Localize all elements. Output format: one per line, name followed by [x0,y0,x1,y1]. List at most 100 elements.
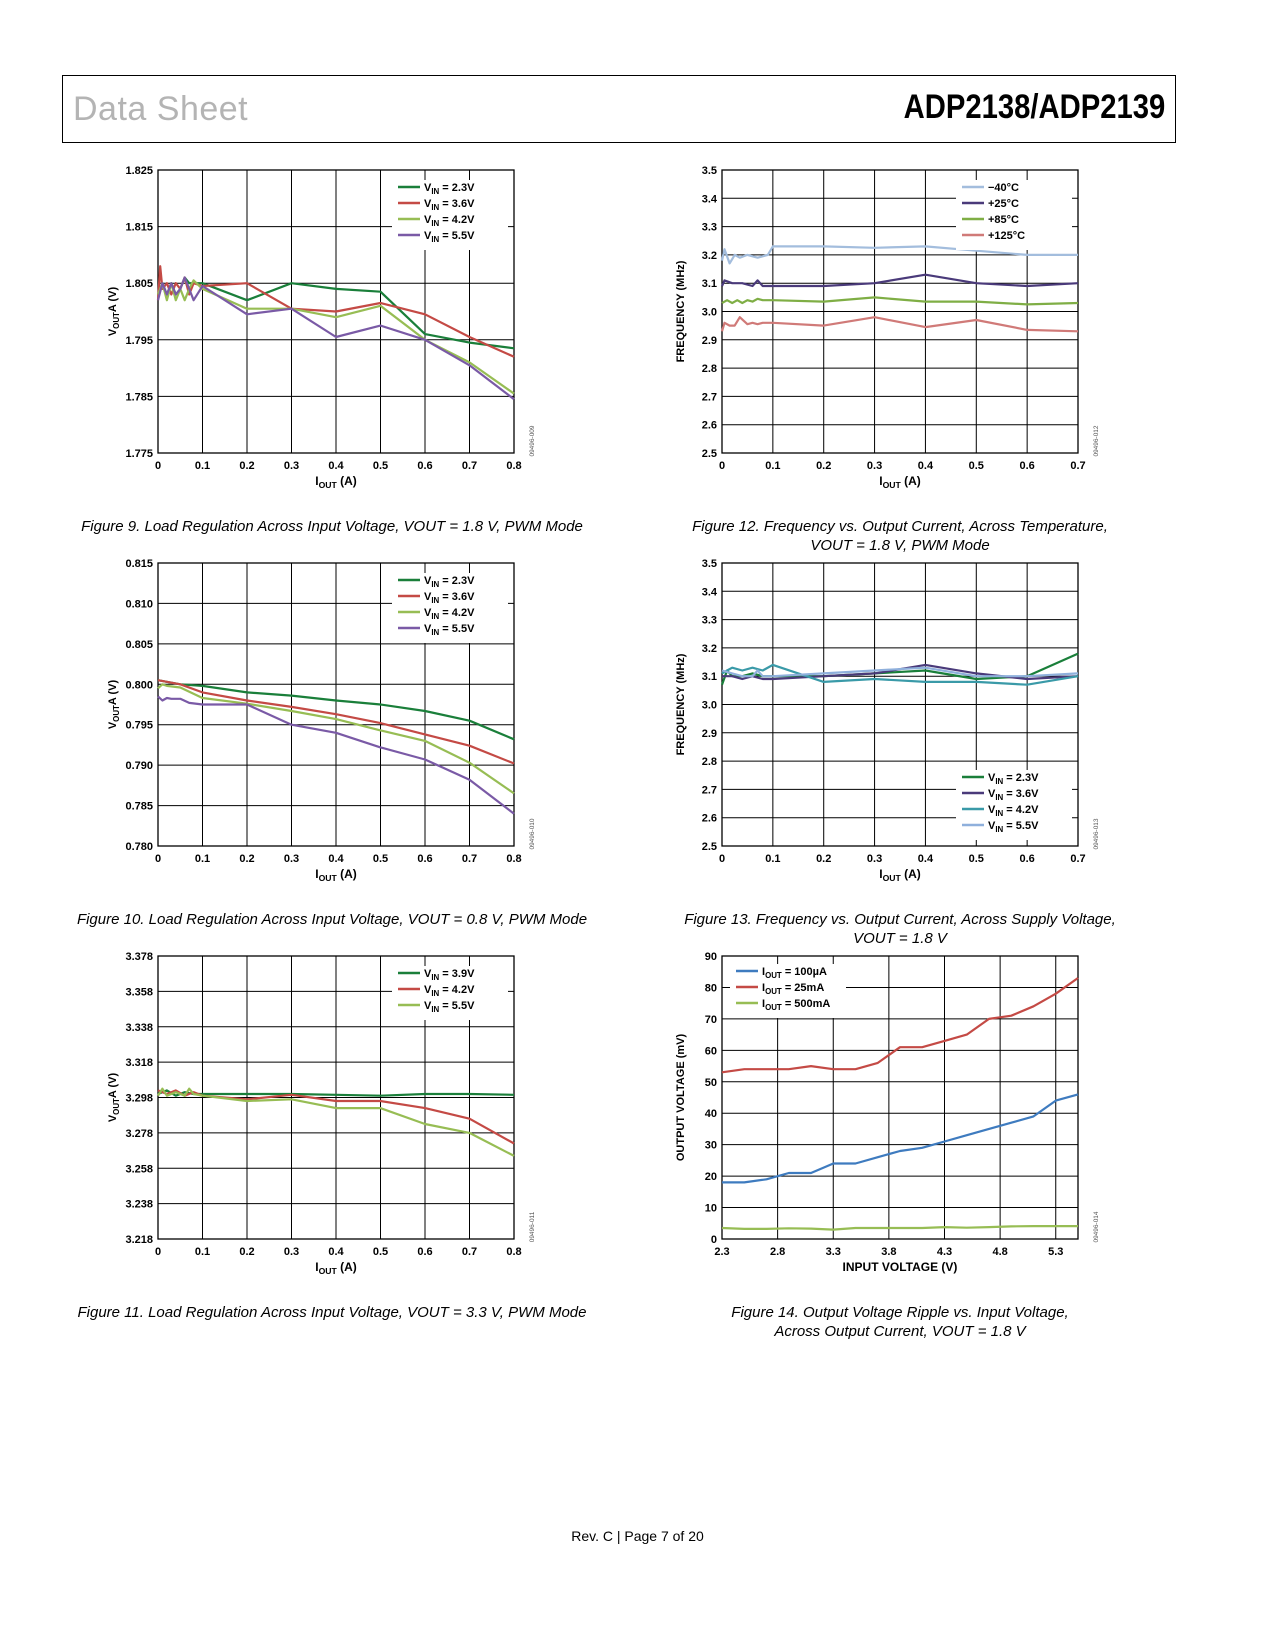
legend-label: VIN = 5.5V [988,820,1039,834]
chart-fig10: 0 0.1 0.2 0.3 0.4 0.5 0.6 0.7 0.8 0.780 0.785 0.790… [107,558,536,883]
series-line-3 [157,1087,515,1157]
x-tick-label: 0.1 [765,460,780,472]
figure-code: 09496-009 [529,425,536,456]
legend-label: VIN = 5.5V [424,623,475,637]
y-tick-label: 90 [705,951,717,963]
x-tick-label: 0 [155,460,161,472]
figure-code: 09496-013 [1093,818,1100,849]
legend-label: VIN = 4.2V [424,984,475,998]
caption-fig13-line1: Figure 13. Frequency vs. Output Current,… [684,911,1116,928]
x-tick-label: 0.1 [195,853,210,865]
x-tick-label: 0.2 [816,460,831,472]
series-line-2 [721,977,1079,1074]
caption-fig10-text: Figure 10. Load Regulation Across Input … [76,911,588,928]
series-line-1 [722,1093,1079,1184]
y-tick-label: 3.298 [125,1093,153,1105]
x-tick-label: 0.1 [195,1246,210,1258]
chart-fig9: 0 0.1 0.2 0.3 0.4 0.5 0.6 0.7 0.8 1.775 1.785 1.795… [107,165,536,490]
plot-frame [721,562,1079,847]
y-tick-label: 1.805 [125,278,153,290]
x-tick-label: 0.3 [867,460,882,472]
y-tick-label: 3.258 [125,1163,153,1175]
x-tick-label: 0.4 [918,853,934,865]
caption-fig12: Figure 12. Frequency vs. Output Current,… [620,517,1180,555]
legend-label: IOUT = 500mA [762,998,830,1012]
plot-frame [157,169,515,454]
y-tick-label: 2.8 [702,363,717,375]
x-tick-label: 0.6 [417,853,432,865]
legend-label: VIN = 3.6V [424,591,475,605]
x-tick-label: 0.3 [284,853,299,865]
legend-label: VIN = 2.3V [988,772,1039,786]
y-tick-label: 40 [705,1108,717,1120]
legend-label: VIN = 2.3V [424,182,475,196]
series-group [156,265,515,401]
x-tick-label: 0 [719,460,725,472]
y-axis-label: VOUTA (V) [107,1073,121,1123]
y-tick-label: 3.2 [702,643,717,655]
x-tick-label: 0.2 [239,460,254,472]
x-axis-label: IOUT (A) [315,474,357,490]
x-tick-label: 0.5 [373,460,388,472]
y-tick-label: 0.805 [125,639,153,651]
x-tick-label: 0.3 [284,460,299,472]
caption-fig14: Figure 14. Output Voltage Ripple vs. Inp… [620,1303,1180,1341]
caption-fig9: Figure 9. Load Regulation Across Input V… [52,517,612,536]
legend-label: VIN = 5.5V [424,1000,475,1014]
x-tick-label: 0.2 [816,853,831,865]
y-tick-label: 3.2 [702,250,717,262]
x-tick-label: 0.8 [506,853,521,865]
y-tick-label: 1.785 [125,391,153,403]
series-line-2 [157,1089,515,1145]
plot-frame [721,169,1079,454]
legend-label: +125°C [988,230,1025,242]
x-tick-label: 5.3 [1048,1246,1063,1258]
y-tick-label: 3.3 [702,222,717,234]
y-tick-label: 1.815 [125,222,153,234]
series-line-1 [157,1089,515,1097]
header-doc-type: Data Sheet [73,90,249,128]
series-line-2 [720,273,1079,288]
y-tick-label: 1.795 [125,335,153,347]
series-line-4 [157,695,515,815]
y-axis-label: FREQUENCY (MHz) [675,653,687,755]
x-tick-label: 3.8 [881,1246,896,1258]
legend-label: VIN = 3.6V [424,198,475,212]
x-tick-label: 0 [155,853,161,865]
x-tick-label: 0.4 [918,460,934,472]
x-tick-label: 0.7 [1070,853,1085,865]
caption-fig10: Figure 10. Load Regulation Across Input … [52,910,612,929]
legend-label: IOUT = 25mA [762,982,824,996]
series-group [720,245,1079,333]
y-tick-label: 3.4 [702,586,718,598]
x-tick-label: 2.8 [770,1246,785,1258]
x-axis-label: IOUT (A) [879,474,921,490]
y-axis-label: VOUTA (V) [107,287,121,337]
x-tick-label: 3.3 [826,1246,841,1258]
header-part-number: ADP2138/ADP2139 [903,88,1165,126]
series-line-1 [157,679,515,741]
chart-fig14: 2.3 2.8 3.3 3.8 4.3 4.8 5.3 0 10 20 30 40 50 60 70 80 90… [675,951,1100,1274]
y-tick-label: 60 [705,1045,717,1057]
y-tick-label: 1.825 [125,165,153,177]
x-tick-label: 0.1 [765,853,780,865]
x-tick-label: 0.7 [1070,460,1085,472]
legend: VIN = 3.9V VIN = 4.2V VIN = 5.5V [392,966,508,1020]
y-tick-label: 2.9 [702,335,717,347]
series-line-2 [156,265,515,358]
chart-fig12: 0 0.1 0.2 0.3 0.4 0.5 0.6 0.7 2.5 2.6 2.7 2.8 2.9 3.0… [675,165,1100,490]
legend: VIN = 2.3V VIN = 3.6V VIN = 4.2V VIN = 5.5V [392,573,508,643]
legend-label: VIN = 4.2V [424,214,475,228]
y-tick-label: 2.6 [702,813,717,825]
plot-frame [721,955,1079,1240]
x-tick-label: 0.4 [328,460,344,472]
y-tick-label: 2.7 [702,391,717,403]
x-tick-label: 0.8 [506,460,521,472]
chart-svg-fig13: 0 0.1 0.2 0.3 0.4 0.5 0.6 0.7 2.5 2.6 2.7 2.8 2.9 3.0… [675,558,1100,883]
x-tick-label: 0.3 [867,853,882,865]
caption-fig13-line2: VOUT = 1.8 V [853,930,947,947]
series-group [720,652,1079,686]
legend-label: −40°C [988,182,1019,194]
x-axis-label: IOUT (A) [315,1260,357,1276]
y-tick-label: 30 [705,1140,717,1152]
